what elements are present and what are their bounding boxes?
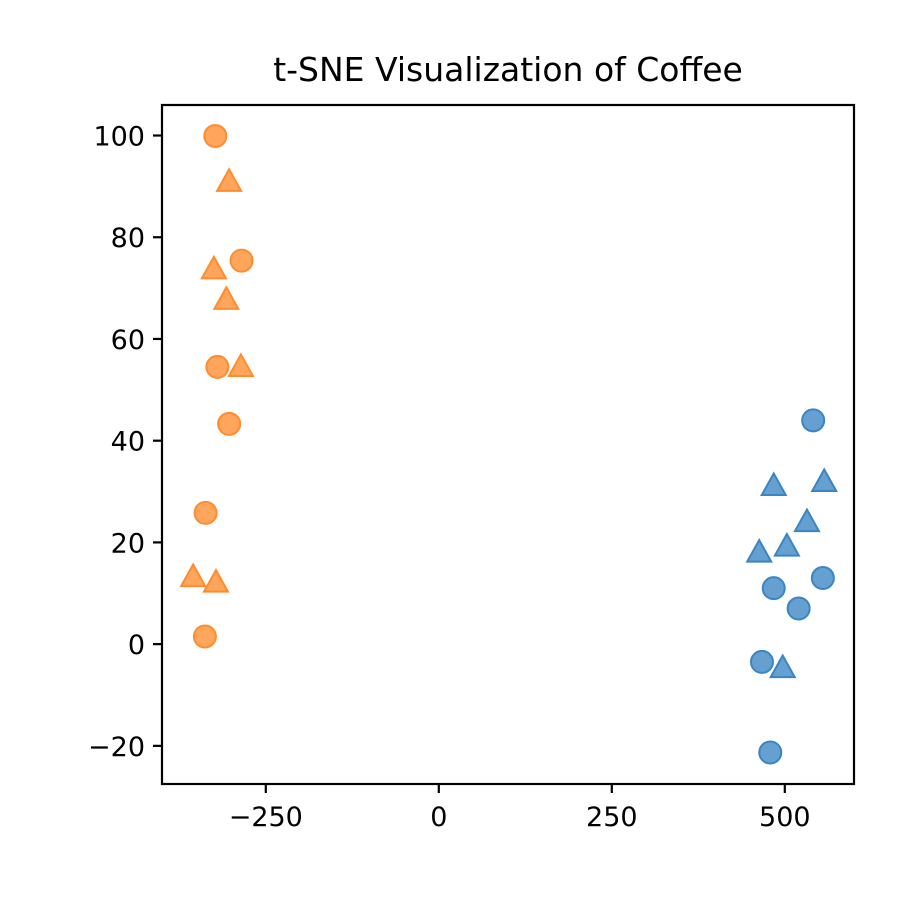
circle-point [749,649,774,674]
triangle-point [769,653,797,679]
circle-point [203,124,228,149]
y-tick-label: 0 [128,630,145,661]
circle-point [758,740,783,765]
triangle-point [773,531,801,557]
y-tick-label: 40 [111,427,145,458]
triangle-point [202,568,230,593]
x-tick-label: 250 [586,802,638,833]
x-tick-label: 500 [759,802,811,833]
triangle-point [179,562,207,588]
triangle-point [215,167,243,192]
circle-point [192,624,217,649]
x-tick-label: −250 [229,802,303,833]
circle-point [786,596,811,621]
triangle-point [810,467,838,492]
circle-point [761,576,786,601]
triangle-point [200,254,228,280]
axis-ticks: −250 0 250 500 −20 0 20 40 60 80 100 [88,122,811,833]
circle-point [193,500,218,525]
circle-point [217,411,242,436]
triangle-point [227,352,255,378]
triangle-point [793,507,821,533]
y-tick-label: 100 [93,122,145,153]
x-tick-label: 0 [430,802,447,833]
triangle-point [745,538,773,563]
circle-point [229,248,254,273]
circle-point [801,408,826,433]
chart-title: t-SNE Visualization of Coffee [273,50,743,89]
circle-point [205,354,230,379]
data-points [179,124,838,765]
circle-point [810,566,835,591]
y-tick-label: 20 [111,528,145,559]
plot-frame [160,103,856,786]
y-tick-label: 80 [111,223,145,254]
y-tick-label: −20 [88,732,145,763]
triangle-point [212,285,241,310]
y-tick-label: 60 [111,325,145,356]
triangle-point [760,471,788,497]
